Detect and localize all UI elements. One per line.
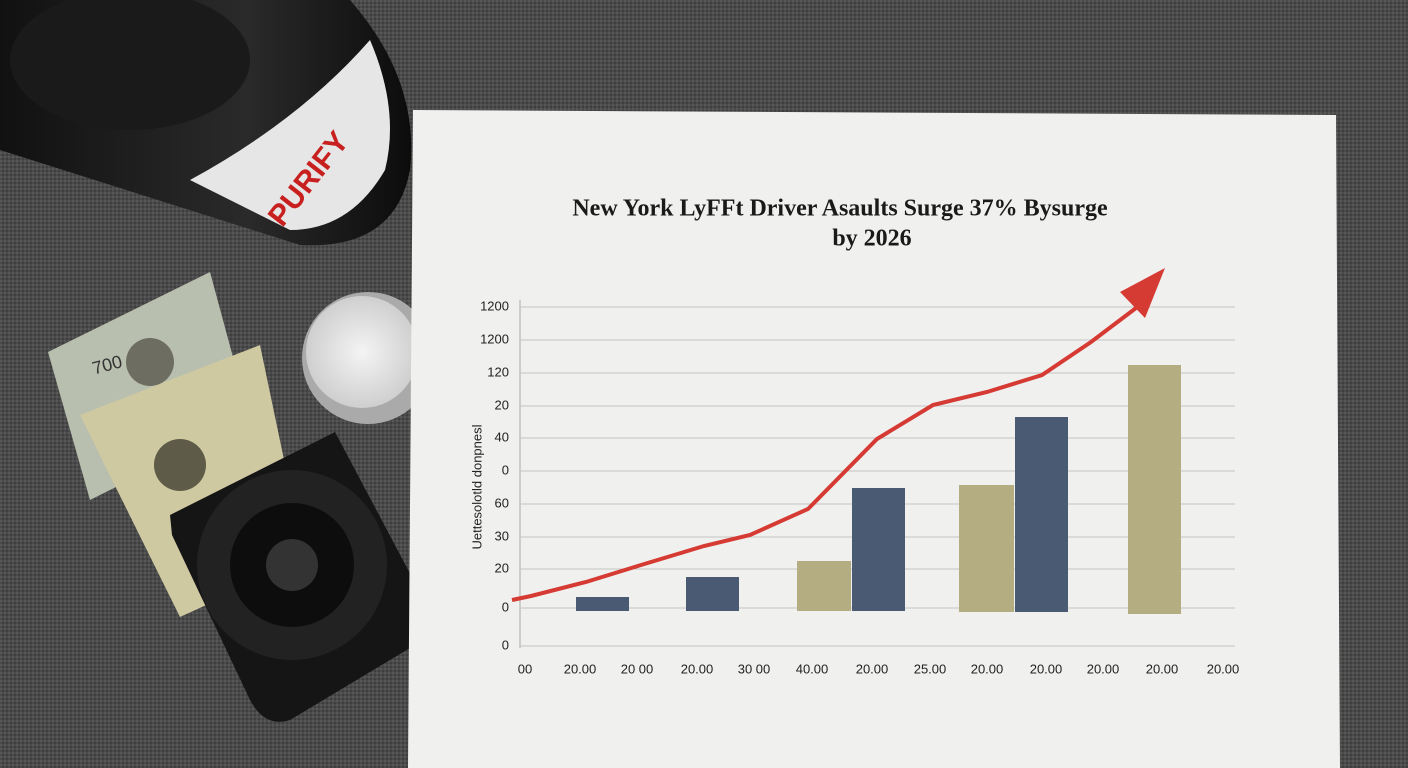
bar <box>852 488 905 611</box>
y-axis-title: Uettesolotld donpnesl <box>469 424 484 549</box>
y-tick-label: 1200 <box>480 298 509 313</box>
x-tick-label: 20.00 <box>1146 661 1179 676</box>
y-tick-label: 30 <box>495 528 509 543</box>
x-tick-label: 00 <box>518 661 532 676</box>
y-tick-label: 40 <box>495 429 509 444</box>
bar <box>686 577 739 611</box>
bar <box>1128 365 1181 614</box>
trend-path <box>511 303 1142 602</box>
x-tick-label: 20.00 <box>1030 661 1063 676</box>
x-tick-label: 25.00 <box>914 661 947 676</box>
chart-title: New York LyFFt Driver Asaults Surge 37% … <box>572 196 1108 222</box>
bar <box>576 597 629 611</box>
x-tick-label: 20.00 <box>1207 661 1240 676</box>
y-tick-label: 0 <box>502 462 509 477</box>
chart-title: by 2026 <box>832 226 911 252</box>
x-tick-label: 40.00 <box>796 661 829 676</box>
bar <box>1015 417 1068 612</box>
y-tick-label: 20 <box>495 397 509 412</box>
y-tick-label: 60 <box>495 495 509 510</box>
trend-arrowhead <box>1120 268 1165 318</box>
y-tick-label: 120 <box>487 364 509 379</box>
x-tick-label: 20.00 <box>1087 661 1120 676</box>
y-tick-label: 0 <box>502 637 509 652</box>
y-tick-label: 1200 <box>480 331 509 346</box>
x-tick-label: 20.00 <box>681 661 714 676</box>
tin <box>302 292 434 424</box>
can: PURIFY <box>0 0 412 246</box>
y-tick-label: 20 <box>495 560 509 575</box>
y-tick-label: 0 <box>502 599 509 614</box>
chart: New York LyFFt Driver Asaults Surge 37% … <box>469 196 1239 677</box>
trend-line <box>511 268 1165 602</box>
camera <box>170 432 440 722</box>
x-tick-label: 30 00 <box>738 661 771 676</box>
x-tick-label: 20 00 <box>621 661 654 676</box>
bar <box>797 561 851 611</box>
x-tick-label: 20.00 <box>856 661 889 676</box>
paper <box>408 110 1340 768</box>
bars <box>576 365 1181 614</box>
bar <box>959 485 1014 612</box>
x-tick-label: 20.00 <box>564 661 597 676</box>
x-tick-label: 20.00 <box>971 661 1004 676</box>
